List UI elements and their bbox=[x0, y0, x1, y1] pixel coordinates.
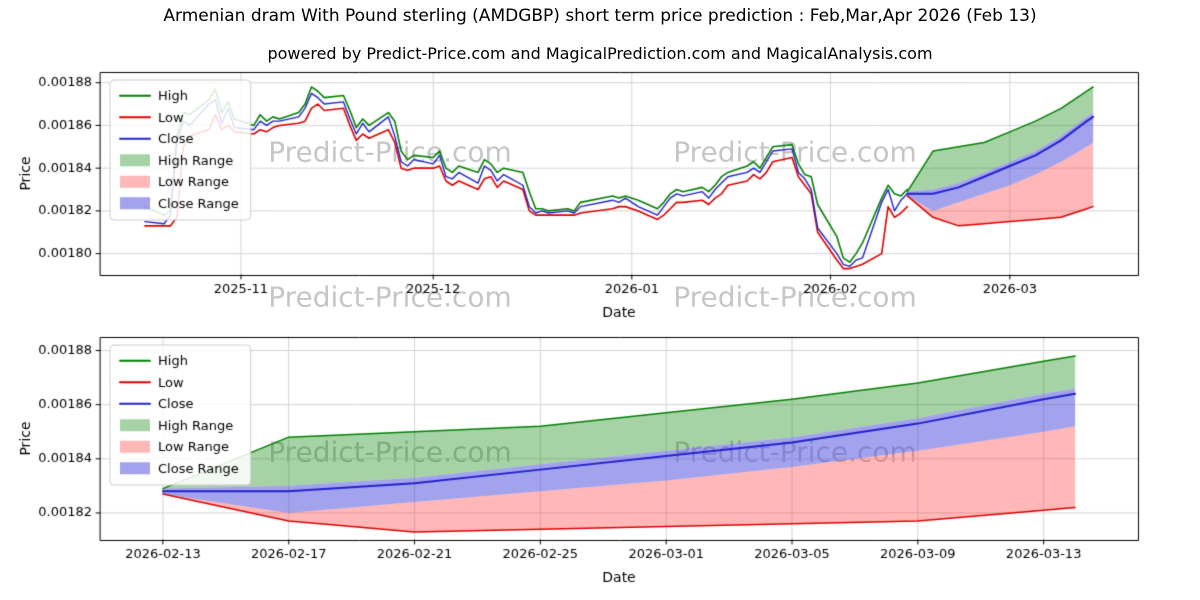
chart-subtitle: powered by Predict-Price.com and Magical… bbox=[267, 44, 933, 63]
page-title: Armenian dram With Pound sterling (AMDGB… bbox=[163, 6, 1037, 26]
